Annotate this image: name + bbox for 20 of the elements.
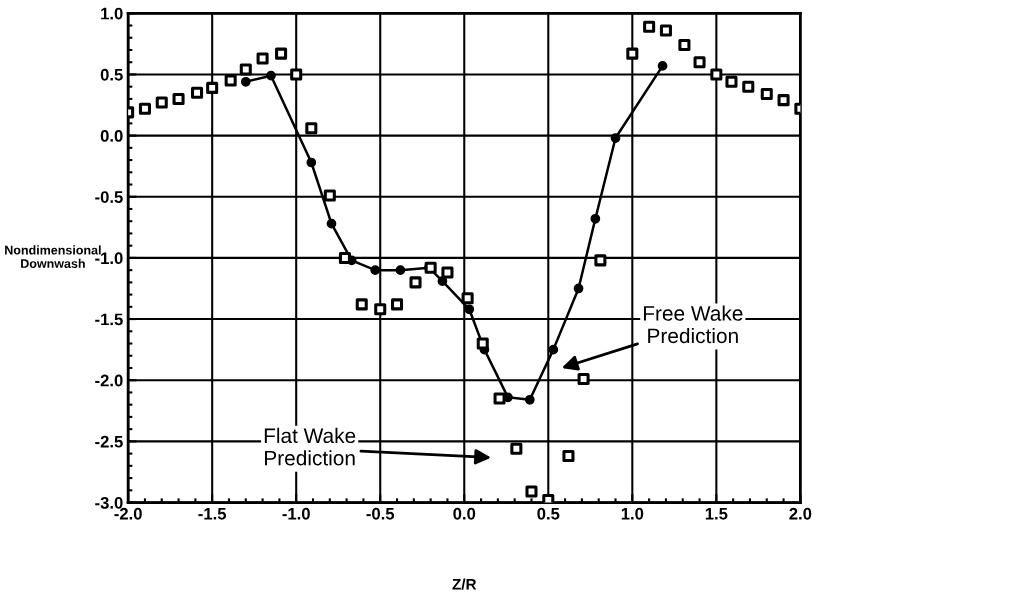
y-tick-label: -0.5 <box>95 191 123 203</box>
x-tick-label: 0.0 <box>453 507 476 520</box>
x-tick-label: 0.5 <box>537 507 560 520</box>
annotation: Free Wake Prediction <box>643 305 743 344</box>
y-tick-label: 1.0 <box>101 7 123 20</box>
y-tick-label: -2.5 <box>95 435 123 448</box>
y-tick-label: -2.0 <box>95 374 123 387</box>
y-tick-label: -1.5 <box>95 313 123 326</box>
y-tick-label: 0.5 <box>100 68 123 81</box>
x-tick-label: -1.0 <box>282 507 310 520</box>
x-tick-label: 2.0 <box>789 507 812 520</box>
x-tick-label: -2.0 <box>114 507 142 520</box>
y-tick-label: -3.0 <box>95 496 123 509</box>
x-tick-label: 1.5 <box>705 508 728 520</box>
annotation: Flat Wake Prediction <box>264 427 356 466</box>
x-tick-label: -0.5 <box>366 507 395 520</box>
y-tick-label: 0.0 <box>100 130 123 142</box>
x-axis-title: Z/R <box>452 578 477 590</box>
x-tick-label: -1.5 <box>198 508 227 520</box>
x-tick-label: 1.0 <box>621 507 644 520</box>
